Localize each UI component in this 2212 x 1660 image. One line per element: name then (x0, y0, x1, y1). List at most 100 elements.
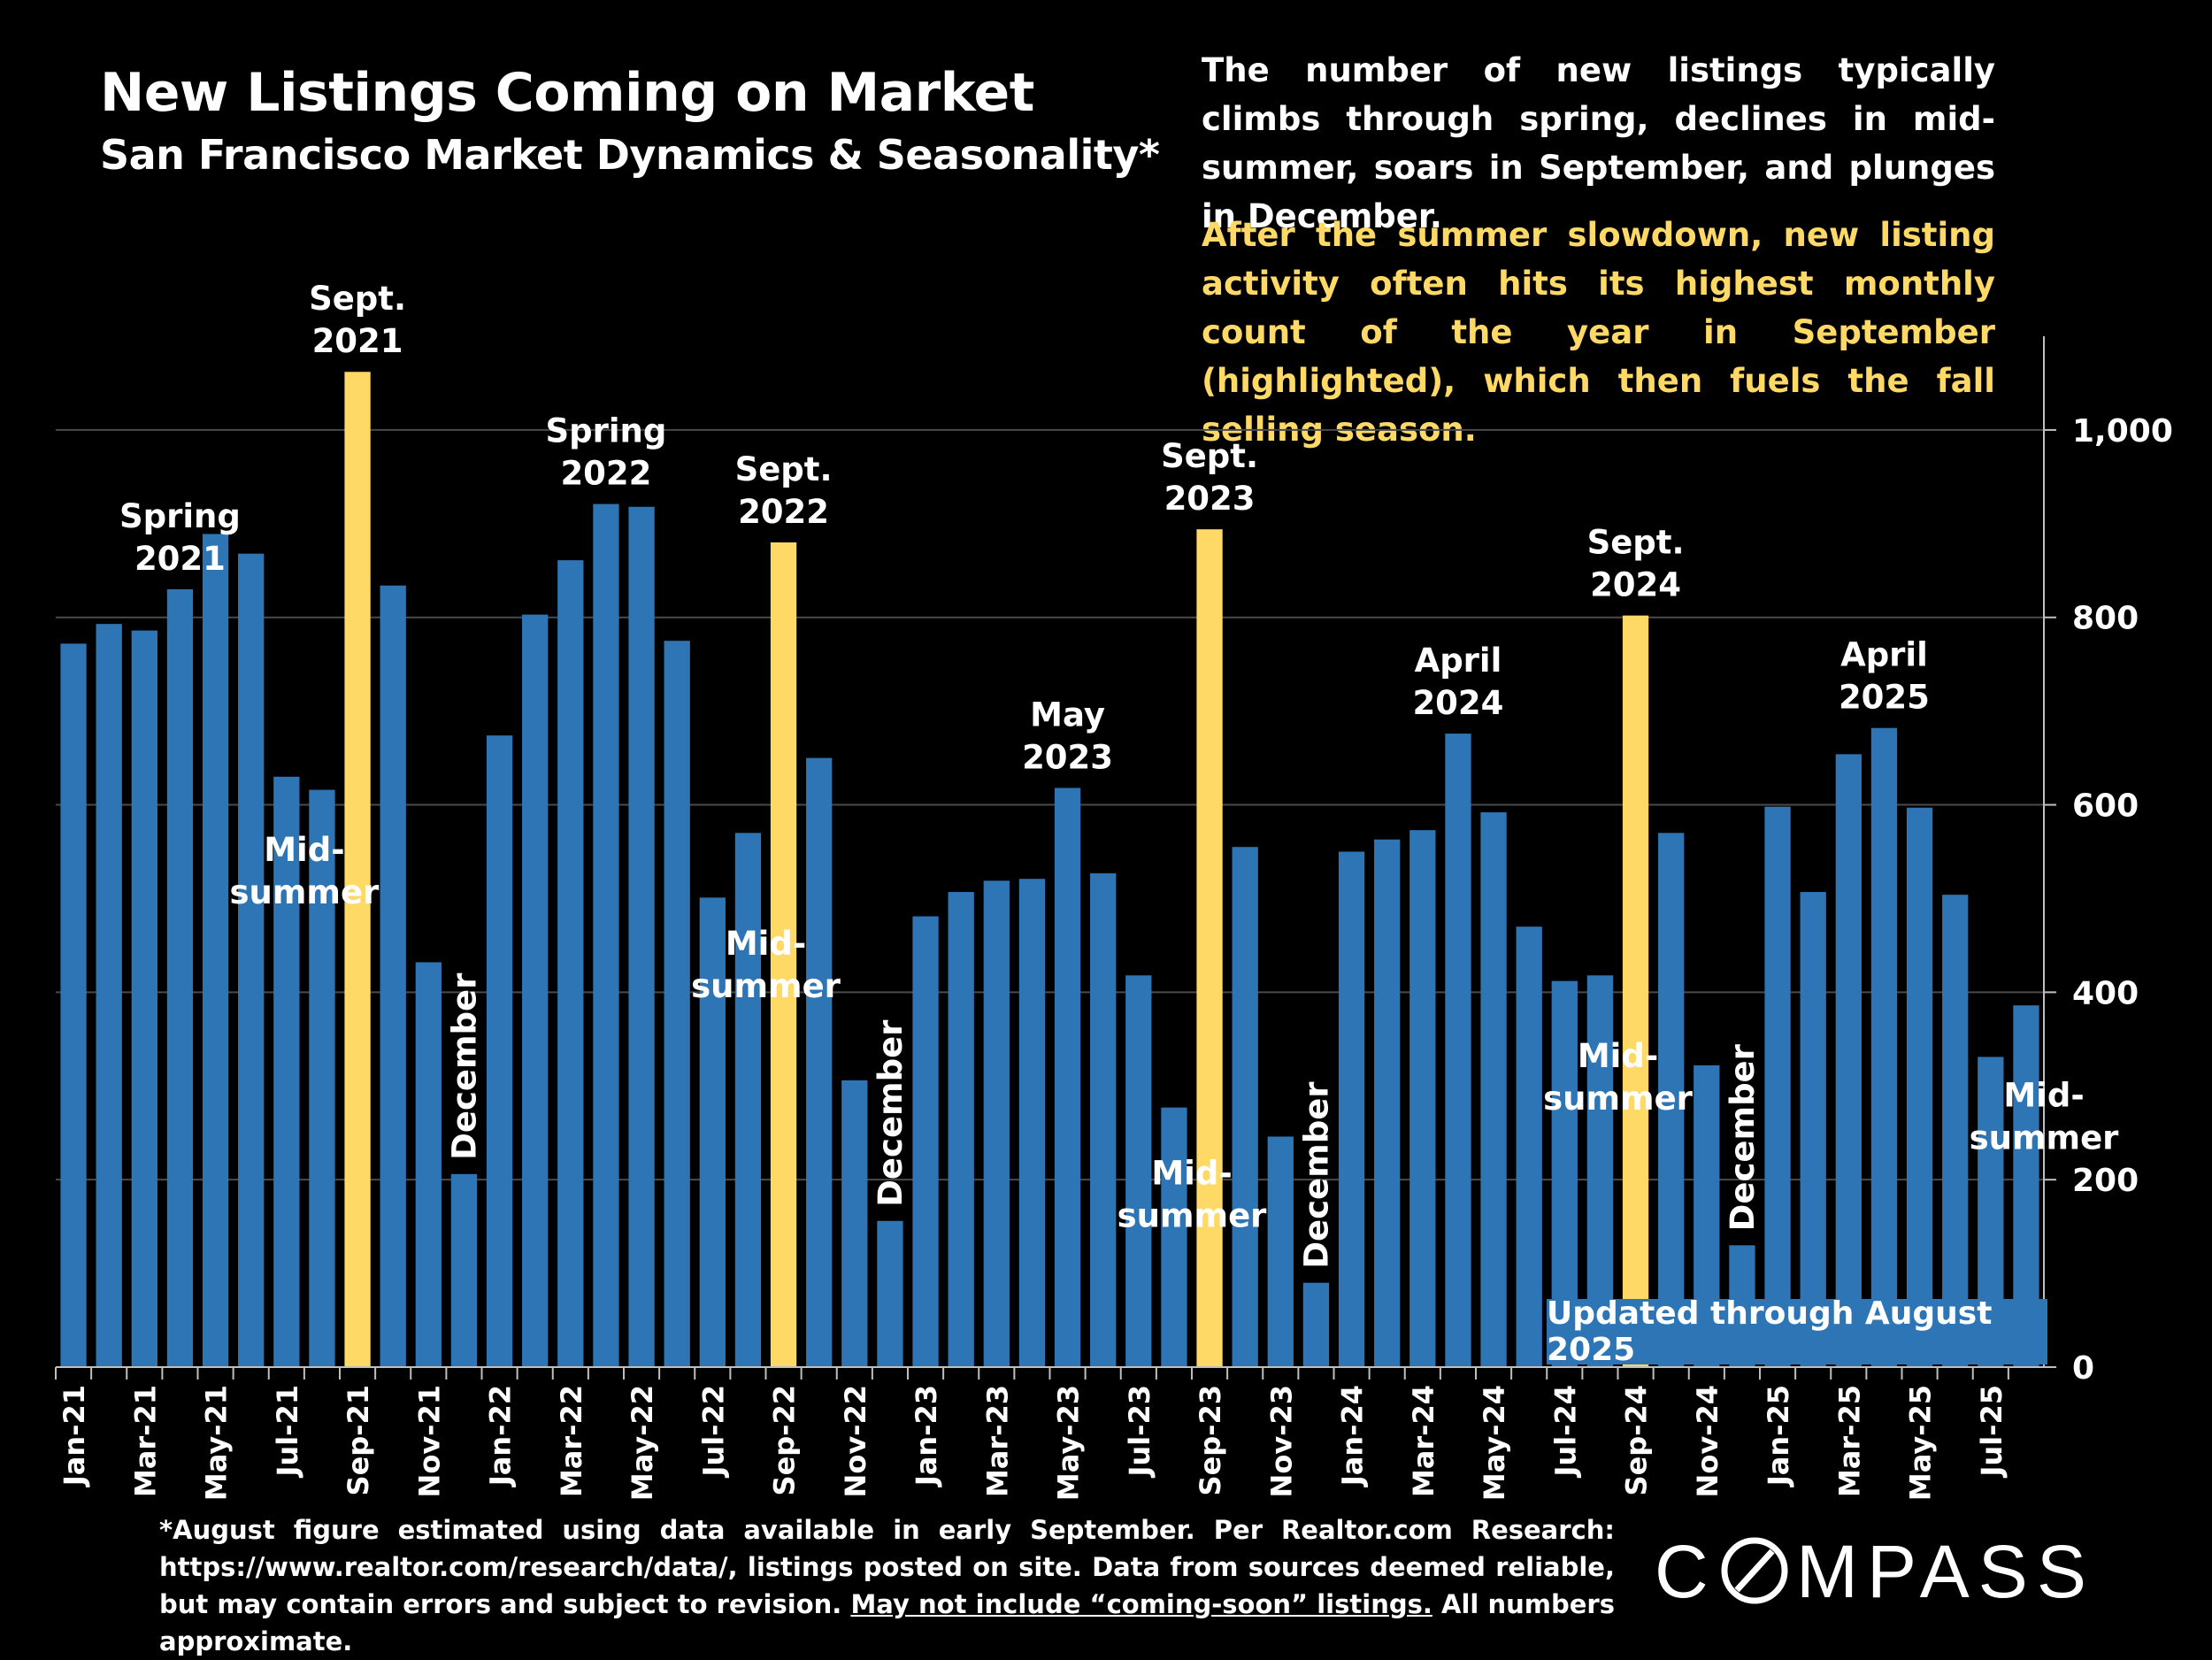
x-tick-label: Sep-22 (768, 1385, 802, 1495)
x-tick-label: Nov-21 (412, 1385, 446, 1497)
bar (309, 789, 335, 1367)
chart-title: New Listings Coming on Market (100, 62, 1034, 124)
annotation-label: Spring (545, 412, 666, 450)
bar-highlighted (1196, 529, 1223, 1367)
annotation-label: December (445, 972, 483, 1160)
x-tick-label: Jul-22 (696, 1385, 730, 1478)
bar (1374, 839, 1401, 1367)
x-tick-label: Jan-23 (910, 1385, 943, 1487)
bar (1658, 833, 1685, 1367)
bar (1870, 727, 1898, 1367)
bar (1267, 1136, 1294, 1367)
annotation-label: 2023 (1164, 480, 1256, 518)
annotation-label: May (1030, 696, 1105, 734)
bar (166, 588, 194, 1367)
bar (1338, 851, 1365, 1367)
compass-logo: C MPASS (1655, 1530, 2095, 1613)
bar (273, 776, 300, 1367)
bar (1942, 895, 1969, 1367)
y-tick-label: 0 (2072, 1350, 2094, 1387)
annotation-label: summer (691, 967, 841, 1005)
y-tick-label: 400 (2072, 975, 2139, 1011)
annotation-label: Mid- (2003, 1077, 2084, 1115)
x-tick-label: Jan-25 (1762, 1385, 1795, 1487)
x-tick-label: Jul-23 (1123, 1385, 1156, 1478)
bar (1480, 812, 1507, 1367)
x-tick-label: Sep-21 (342, 1385, 375, 1495)
footnote-end: All numbers approximate. (159, 1589, 1615, 1656)
bar (238, 553, 265, 1367)
bar (202, 534, 229, 1367)
annotation-label: 2022 (738, 493, 829, 531)
bar-highlighted (1622, 615, 1649, 1367)
footnote-main: *August figure estimated using data avai… (159, 1515, 1615, 1619)
bar (1090, 872, 1117, 1367)
bar (628, 506, 655, 1367)
bar (1302, 1282, 1330, 1367)
bar (983, 880, 1010, 1367)
x-tick-label: Mar-25 (1832, 1385, 1866, 1497)
annotation-label: 2024 (1412, 684, 1503, 722)
x-tick-labels: Jan-21 Mar-21 May-21 Jul-21 Sep-21 Nov-21 Jan-… (58, 1385, 2008, 1501)
bar (60, 643, 87, 1367)
annotation-label: 2021 (134, 540, 226, 578)
annotation-label: summer (1118, 1196, 1268, 1234)
x-tick-label: Sep-23 (1194, 1385, 1227, 1495)
x-tick-label: Jul-24 (1548, 1385, 1582, 1478)
x-tick-label: Jul-21 (271, 1385, 304, 1478)
bar (1232, 847, 1258, 1367)
seasonality-note: The number of new listings typically cli… (1202, 51, 1995, 235)
bar (948, 892, 974, 1367)
annotation-label: Sept. (1587, 524, 1685, 562)
annotation-label: 2023 (1022, 738, 1113, 776)
x-tick-label: May-24 (1478, 1385, 1511, 1501)
bar (877, 1220, 903, 1367)
bar (664, 641, 690, 1367)
annotation-label: 2022 (560, 455, 651, 493)
logo-letters-mpass: MPASS (1796, 1530, 2095, 1613)
x-tick-label: Jan-22 (484, 1385, 518, 1487)
bar (415, 962, 442, 1367)
x-tick-label: Mar-21 (128, 1385, 162, 1497)
annotation-label: summer (1543, 1080, 1694, 1118)
bar (96, 624, 122, 1367)
annotation-label: Spring (119, 497, 241, 535)
x-tick-label: Mar-24 (1407, 1385, 1440, 1497)
bar-highlighted (770, 542, 797, 1367)
chart-subtitle: San Francisco Market Dynamics & Seasonal… (100, 131, 1160, 179)
logo-o-icon (1721, 1537, 1788, 1604)
bar (380, 585, 406, 1367)
annotation-label: Sept. (1161, 437, 1258, 475)
annotation-label: Mid- (1151, 1154, 1232, 1192)
axes (55, 336, 2056, 1379)
y-tick-label: 1,000 (2072, 413, 2173, 450)
bar (1445, 734, 1471, 1367)
y-tick-labels: 0 200 400 600 800 1,000 (2072, 413, 2173, 1387)
annotation-label: Sept. (735, 450, 833, 488)
annotation-label: December (1297, 1081, 1335, 1269)
bar (486, 735, 513, 1367)
x-tick-label: May-21 (200, 1385, 234, 1501)
annotations: Spring 2021 Sept. 2021 Mid-summer December Spr… (119, 280, 2119, 1268)
bar (734, 833, 762, 1367)
annotation-label: summer (1970, 1119, 2120, 1157)
annotation-label: December (1724, 1043, 1762, 1231)
annotation-label: summer (229, 873, 380, 911)
x-tick-label: Sep-24 (1620, 1385, 1654, 1495)
bar-chart: Jan-21 Mar-21 May-21 Jul-21 Sep-21 Nov-21 Jan-… (55, 280, 2173, 1501)
annotation-label: December (872, 1019, 910, 1207)
annotation-label: 2024 (1590, 566, 1681, 604)
annotation-label: April (1415, 642, 1502, 680)
x-tick-label: May-23 (1052, 1385, 1086, 1501)
bar (1409, 830, 1436, 1367)
x-tick-label: Mar-22 (555, 1385, 588, 1497)
annotation-label: Mid- (1578, 1037, 1658, 1075)
bar (841, 1080, 868, 1367)
bar (806, 757, 833, 1367)
bar (1125, 975, 1152, 1367)
bar (450, 1173, 478, 1367)
bar (1764, 806, 1791, 1367)
bar (131, 630, 157, 1367)
bar-highlighted (344, 372, 371, 1367)
annotation-label: Sept. (309, 280, 406, 318)
